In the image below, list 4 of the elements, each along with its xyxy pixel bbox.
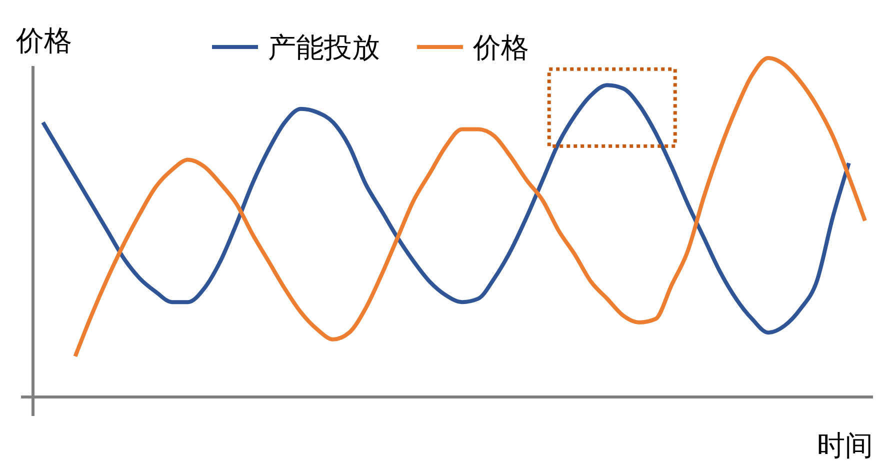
- legend-label: 产能投放: [268, 31, 380, 64]
- y-axis-title: 价格: [15, 24, 72, 57]
- legend-label: 价格: [472, 31, 529, 64]
- x-axis-title: 时间: [817, 429, 873, 462]
